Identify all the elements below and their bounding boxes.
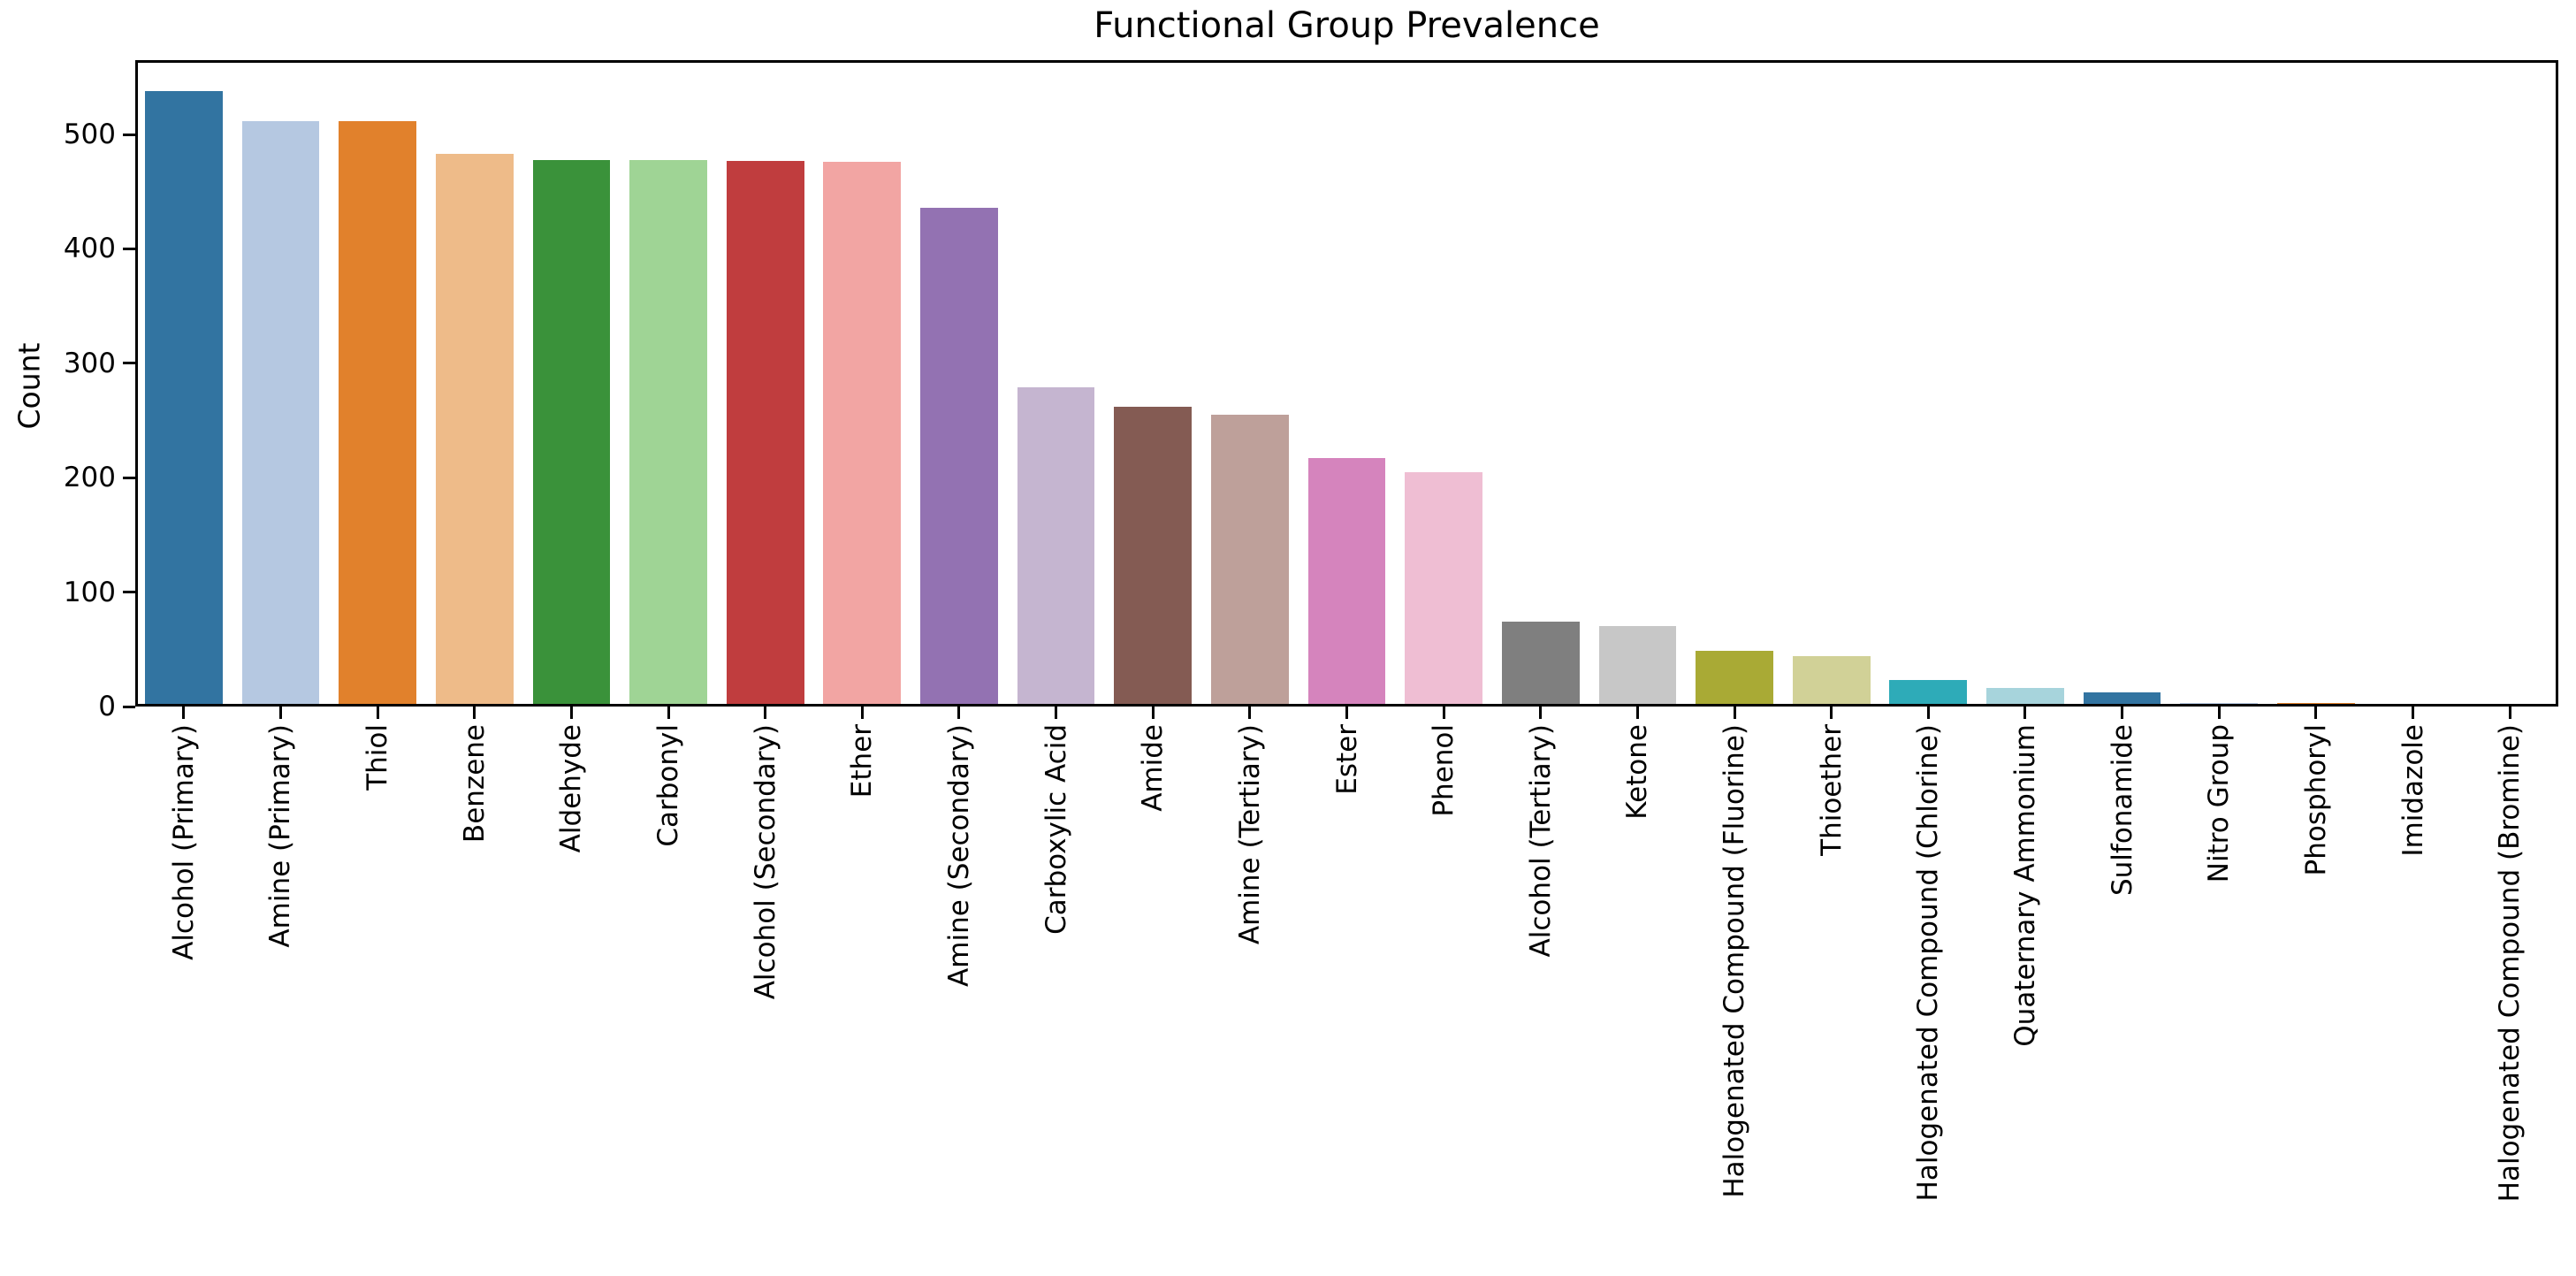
y-tick-mark (123, 133, 135, 136)
x-tick-label: Halogenated Compound (Fluorine) (1719, 724, 1751, 1198)
x-tick-mark (1055, 707, 1058, 719)
x-tick-label: Thioether (1815, 724, 1848, 856)
x-tick-label: Ketone (1621, 724, 1654, 820)
bar-phenol (1405, 471, 1482, 707)
x-tick-mark (1248, 707, 1252, 719)
x-tick-label: Amine (Primary) (264, 724, 297, 948)
x-tick-mark (667, 707, 670, 719)
x-tick-label: Halogenated Compound (Bromine) (2494, 724, 2526, 1203)
x-tick-mark (569, 707, 573, 719)
x-tick-mark (376, 707, 379, 719)
x-tick-label: Amine (Tertiary) (1233, 724, 1266, 945)
bar-benzene (435, 154, 514, 707)
y-axis-label: Count (11, 342, 47, 430)
bar-sulfonamide (2083, 692, 2161, 707)
y-tick-label: 100 (63, 576, 116, 608)
x-tick-mark (1733, 707, 1736, 719)
x-tick-mark (2217, 707, 2221, 719)
bar-amine-primary (241, 120, 320, 707)
x-tick-mark (1151, 707, 1155, 719)
x-tick-mark (2412, 707, 2415, 719)
bar-alcohol-primary (144, 90, 223, 707)
y-tick-mark (123, 591, 135, 594)
x-tick-label: Alcohol (Tertiary) (1524, 724, 1557, 958)
x-tick-mark (764, 707, 767, 719)
bar-ether (823, 162, 902, 707)
x-tick-mark (182, 707, 186, 719)
y-tick-mark (123, 476, 135, 479)
x-tick-mark (1635, 707, 1639, 719)
x-tick-label: Quaternary Ammonium (2008, 724, 2041, 1047)
x-tick-label: Alcohol (Primary) (167, 724, 200, 960)
bar-thioether (1792, 656, 1871, 707)
bar-quaternary-ammonium (1986, 688, 2064, 707)
x-tick-mark (1345, 707, 1348, 719)
bar-carbonyl (629, 159, 707, 707)
x-tick-mark (1830, 707, 1833, 719)
y-tick-label: 500 (63, 118, 116, 151)
x-tick-mark (2121, 707, 2124, 719)
x-tick-label: Amide (1137, 724, 1170, 812)
bar-ester (1307, 458, 1386, 707)
y-tick-mark (123, 705, 135, 708)
y-tick-label: 400 (63, 233, 116, 265)
x-tick-label: Ester (1330, 724, 1363, 795)
x-tick-label: Sulfonamide (2106, 724, 2138, 897)
x-tick-mark (1926, 707, 1930, 719)
y-tick-label: 0 (98, 691, 116, 722)
plot-area (135, 60, 2558, 707)
x-tick-label: Thiol (362, 724, 394, 791)
x-tick-label: Nitro Group (2203, 724, 2236, 883)
chart-title: Functional Group Prevalence (1094, 5, 1600, 46)
bar-thiol (339, 120, 416, 707)
bar-amine-secondary (920, 207, 998, 707)
x-tick-mark (1442, 707, 1445, 719)
x-tick-label: Benzene (458, 724, 491, 844)
x-tick-mark (957, 707, 961, 719)
y-tick-label: 300 (63, 347, 116, 379)
bar-ketone (1598, 626, 1677, 707)
y-tick-label: 200 (63, 462, 116, 494)
x-tick-label: Ether (846, 724, 879, 798)
x-tick-mark (2508, 707, 2511, 719)
x-tick-label: Carbonyl (652, 724, 685, 847)
y-tick-mark (123, 247, 135, 250)
x-tick-mark (278, 707, 282, 719)
x-tick-label: Aldehyde (555, 724, 588, 853)
bar-alcohol-secondary (726, 160, 804, 707)
x-tick-label: Halogenated Compound (Chlorine) (1912, 724, 1945, 1202)
x-tick-mark (2023, 707, 2027, 719)
x-tick-label: Phenol (1428, 724, 1460, 817)
bar-halogenated-compound-chlorine (1889, 680, 1968, 707)
bar-aldehyde (532, 159, 611, 707)
x-tick-label: Amine (Secondary) (942, 724, 975, 987)
x-tick-mark (860, 707, 864, 719)
x-tick-mark (2314, 707, 2318, 719)
x-tick-mark (473, 707, 476, 719)
x-tick-label: Imidazole (2397, 724, 2429, 857)
bar-carboxylic-acid (1017, 387, 1095, 707)
bar-alcohol-tertiary (1501, 622, 1580, 707)
x-tick-mark (1539, 707, 1543, 719)
x-tick-label: Alcohol (Secondary) (749, 724, 781, 1000)
bar-halogenated-compound-fluorine (1696, 650, 1773, 707)
x-tick-label: Carboxylic Acid (1040, 724, 1072, 935)
y-tick-mark (123, 362, 135, 365)
bar-amide (1114, 407, 1193, 707)
x-tick-label: Phosphoryl (2299, 724, 2332, 876)
bar-amine-tertiary (1211, 415, 1289, 707)
